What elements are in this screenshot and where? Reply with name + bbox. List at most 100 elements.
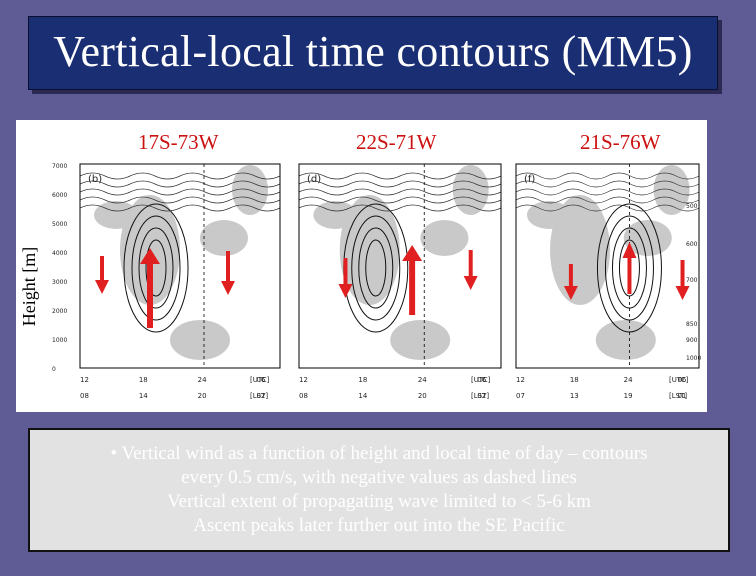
shading-3-4	[595, 320, 656, 360]
lst-tick-2-2: 14	[358, 392, 367, 400]
lst-unit-3: [LST]	[669, 392, 687, 400]
panel-frame-3	[515, 163, 700, 369]
contour-2-1	[365, 239, 387, 297]
lst-tick-1-4: 02	[256, 392, 265, 400]
height-tick-8: 0	[52, 366, 56, 373]
utc-tick-1-3: 24	[198, 376, 207, 384]
utc-tick-3-2: 18	[570, 376, 579, 384]
bullet-text-box: • Vertical wind as a function of height …	[28, 428, 730, 552]
contour-2-3	[351, 215, 401, 321]
down-arrow-3-3	[675, 286, 690, 300]
height-tick-1: 7000	[52, 163, 67, 170]
pressure-tick-6: 1000	[686, 355, 701, 362]
wave-contour-1-1	[79, 172, 281, 180]
wave-contour-3-1	[515, 172, 700, 180]
slide-title: Vertical-local time contours (MM5)	[53, 27, 693, 76]
bullet-line-4: Ascent peaks later further out into the …	[193, 515, 565, 536]
shading-2-3	[420, 220, 469, 256]
wave-contour-1-3	[79, 188, 281, 196]
bullet-line-3: Vertical extent of propagating wave limi…	[167, 491, 591, 512]
utc-tick-3-4: 06	[677, 376, 686, 384]
shading-1-2	[94, 201, 138, 229]
contour-figure: (b) 12 18 24 06 08 14 20 02 [UTC] [LST] (d) 12 18 24 06…	[16, 120, 707, 412]
contour-1-4	[123, 203, 189, 333]
utc-tick-2-1: 12	[299, 376, 308, 384]
panel-frame-1	[79, 163, 281, 369]
wave-contour-1-4	[79, 196, 281, 204]
utc-tick-3-3: 24	[624, 376, 633, 384]
lst-tick-2-3: 20	[418, 392, 427, 400]
shading-3-2	[526, 201, 571, 229]
lst-unit-1: [LST]	[250, 392, 268, 400]
shading-2-2	[313, 201, 358, 229]
lst-tick-1-3: 20	[198, 392, 207, 400]
lst-tick-1-2: 14	[139, 392, 148, 400]
wave-contour-3-2	[515, 180, 700, 188]
pressure-tick-3: 700	[686, 277, 698, 284]
up-arrow-3-2	[622, 242, 637, 258]
wave-contour-2-3	[298, 188, 502, 196]
contour-2-2	[358, 227, 394, 309]
shading-1-4	[170, 320, 230, 360]
pressure-tick-5: 900	[686, 337, 698, 344]
wave-contour-2-1	[298, 172, 502, 180]
wave-contour-3-5	[515, 204, 700, 212]
panel-frame-2	[298, 163, 502, 369]
contour-1-1	[145, 239, 167, 297]
wave-contour-2-5	[298, 204, 502, 212]
height-tick-6: 2000	[52, 308, 67, 315]
title-banner: Vertical-local time contours (MM5)	[28, 16, 718, 90]
shading-2-4	[390, 320, 451, 360]
pressure-tick-1: 500	[686, 203, 698, 210]
panel-letter-1: (b)	[88, 174, 102, 185]
contour-1-2	[138, 227, 174, 309]
lst-tick-3-1: 07	[516, 392, 525, 400]
down-arrow-1-1	[95, 280, 109, 294]
shading-1-3	[200, 220, 248, 256]
wave-contour-1-2	[79, 180, 281, 188]
station-label-2: 22S-71W	[356, 130, 437, 154]
utc-unit-3: [UTC]	[669, 376, 689, 384]
utc-tick-1-2: 18	[139, 376, 148, 384]
contour-1-3	[131, 215, 181, 321]
wave-contour-3-3	[515, 188, 700, 196]
utc-unit-1: [UTC]	[250, 376, 270, 384]
up-arrow-1-2	[140, 248, 160, 264]
lst-tick-2-1: 08	[299, 392, 308, 400]
utc-tick-1-1: 12	[80, 376, 89, 384]
height-tick-3: 5000	[52, 221, 67, 228]
down-arrow-1-3	[221, 281, 235, 295]
station-label-1: 17S-73W	[138, 130, 219, 154]
wave-contour-3-4	[515, 196, 700, 204]
height-tick-7: 1000	[52, 337, 67, 344]
height-tick-4: 4000	[52, 250, 67, 257]
lst-tick-3-3: 19	[624, 392, 633, 400]
wave-contour-2-2	[298, 180, 502, 188]
utc-tick-3-1: 12	[516, 376, 525, 384]
panel-letter-3: (f)	[524, 174, 535, 185]
lst-tick-1-1: 08	[80, 392, 89, 400]
utc-unit-2: [UTC]	[471, 376, 491, 384]
bullet-line-1: • Vertical wind as a function of height …	[110, 443, 648, 464]
lst-tick-3-2: 13	[570, 392, 579, 400]
down-arrow-2-3	[463, 276, 478, 290]
bullet-line-2: every 0.5 cm/s, with negative values as …	[181, 467, 577, 488]
wave-contour-1-5	[79, 204, 281, 212]
panel-letter-2: (d)	[307, 174, 321, 185]
station-label-3: 21S-76W	[580, 130, 661, 154]
utc-tick-1-4: 06	[256, 376, 265, 384]
down-arrow-3-1	[563, 286, 578, 300]
down-arrow-2-1	[338, 284, 353, 298]
height-tick-5: 3000	[52, 279, 67, 286]
utc-tick-2-4: 06	[477, 376, 486, 384]
height-axis-label: Height [m]	[19, 246, 40, 327]
lst-tick-2-4: 02	[477, 392, 486, 400]
height-tick-2: 6000	[52, 192, 67, 199]
utc-tick-2-2: 18	[358, 376, 367, 384]
pressure-tick-2: 600	[686, 241, 698, 248]
pressure-tick-4: 850	[686, 321, 698, 328]
lst-unit-2: [LST]	[471, 392, 489, 400]
wave-contour-2-4	[298, 196, 502, 204]
up-arrow-2-2	[402, 245, 423, 261]
